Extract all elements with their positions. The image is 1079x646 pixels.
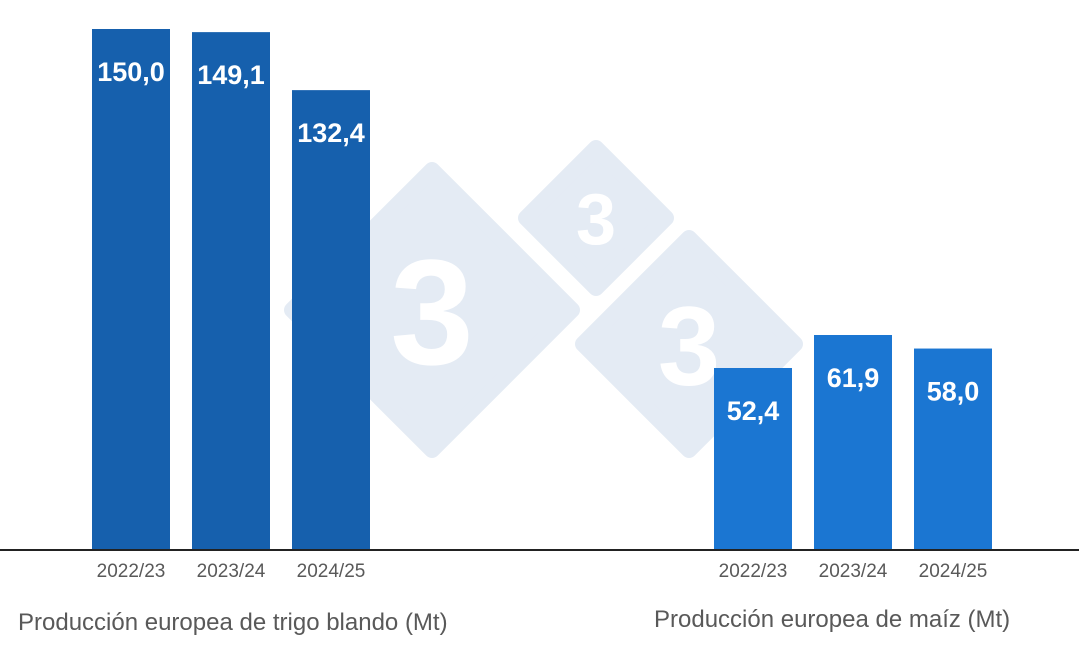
watermark-digit: 3 xyxy=(390,228,473,396)
watermark-diamond-shape xyxy=(518,140,674,296)
corn-x-tick-label: 2023/24 xyxy=(819,561,888,582)
corn-bar-1 xyxy=(714,367,792,550)
wheat-bar-group: 150,0 2022/23 149,1 2023/24 132,4 2024/25 xyxy=(92,29,370,582)
corn-bar-value-label: 61,9 xyxy=(827,363,880,393)
corn-bar-value-label: 58,0 xyxy=(927,377,980,407)
corn-chart-title: Producción europea de maíz (Mt) xyxy=(654,606,1010,633)
watermark-digit: 3 xyxy=(576,180,616,260)
wheat-bar-value-label: 149,1 xyxy=(197,60,265,90)
corn-bar-3 xyxy=(914,348,992,550)
wheat-bar-value-label: 132,4 xyxy=(297,118,365,148)
wheat-bar-1 xyxy=(92,29,170,550)
wheat-bar-2 xyxy=(192,32,270,551)
corn-x-tick-label: 2024/25 xyxy=(919,561,988,582)
corn-bar-group: 52,4 2022/23 61,9 2023/24 58,0 2024/25 xyxy=(714,335,992,582)
watermark-diamond: 3 xyxy=(518,140,674,296)
watermark-digit: 3 xyxy=(658,283,720,408)
corn-bar-2 xyxy=(814,335,892,550)
wheat-bar-3 xyxy=(292,90,370,550)
wheat-bar-value-label: 150,0 xyxy=(97,57,165,87)
wheat-chart-title: Producción europea de trigo blando (Mt) xyxy=(18,609,448,636)
corn-bar-value-label: 52,4 xyxy=(727,396,780,426)
corn-x-tick-label: 2022/23 xyxy=(719,561,788,582)
wheat-x-tick-label: 2022/23 xyxy=(97,561,166,582)
wheat-x-tick-label: 2023/24 xyxy=(197,561,266,582)
wheat-x-tick-label: 2024/25 xyxy=(297,561,366,582)
